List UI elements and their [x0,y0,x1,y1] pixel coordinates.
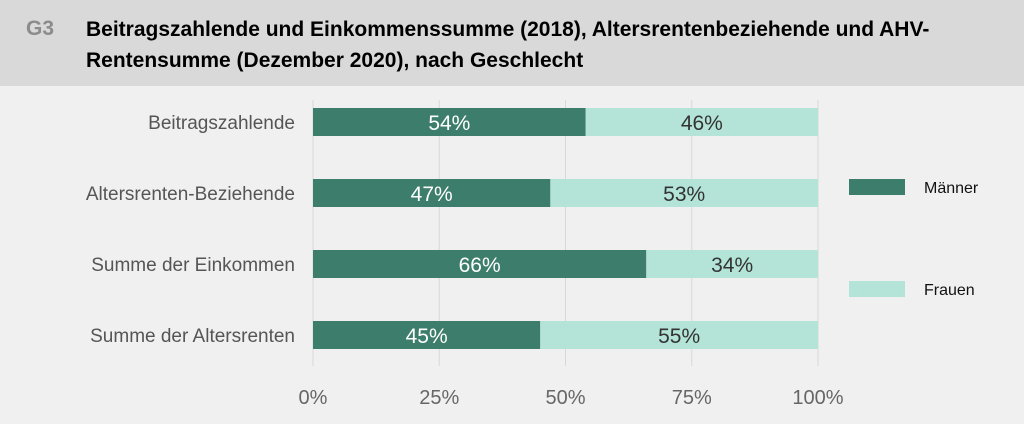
legend-swatch [849,281,905,297]
data-label: 53% [663,183,705,206]
x-tick-label: 100% [792,387,843,409]
bar-segment [550,179,818,207]
data-label: 45% [406,325,448,348]
data-label: 46% [681,112,723,135]
data-label: 55% [658,325,700,348]
chart-title: Beitragszahlende und Einkommenssumme (20… [86,18,930,72]
x-tick-label: 75% [672,387,712,409]
data-label: 54% [428,112,470,135]
x-tick-label: 50% [545,387,585,409]
x-tick-label: 25% [419,387,459,409]
bar-segment [313,108,586,136]
chart-header: G3 Beitragszahlende und Einkommenssumme … [0,0,1024,86]
bar-segment [313,250,647,278]
legend-label: Frauen [924,282,975,299]
bar-segment [540,321,818,349]
bar-segment [585,108,818,136]
bar-segment [313,179,551,207]
category-label: Altersrenten-Beziehende [86,184,295,205]
bar-segment [313,321,541,349]
legend-swatch [849,179,905,195]
data-label: 47% [411,183,453,206]
category-label: Summe der Altersrenten [90,326,295,347]
data-label: 66% [459,254,501,277]
legend-label: Männer [924,180,979,197]
x-tick-label: 0% [299,387,328,409]
figure-id: G3 [26,17,55,40]
data-label: 34% [711,254,753,277]
bar-segment [646,250,818,278]
category-label: Beitragszahlende [148,113,295,134]
category-label: Summe der Einkommen [91,255,295,276]
